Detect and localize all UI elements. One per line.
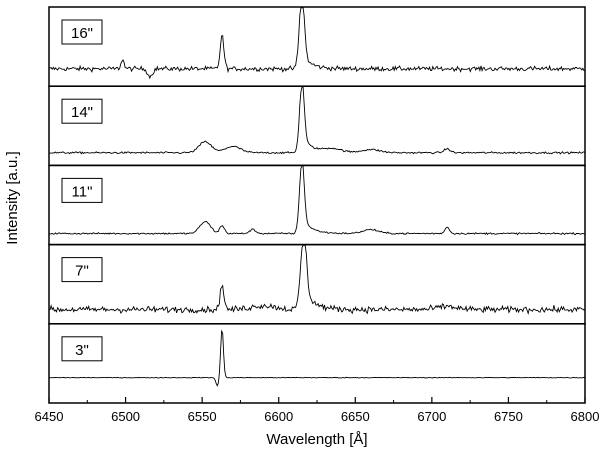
panel-label-text: 11" — [72, 183, 93, 200]
x-tick-label: 6600 — [264, 409, 293, 424]
x-tick-label: 6750 — [494, 409, 523, 424]
panel-frame — [48, 85, 586, 167]
panel-label-text: 14" — [71, 104, 93, 121]
panel-label-box — [61, 336, 103, 362]
panel-label-box — [61, 177, 103, 203]
x-axis: 6450 6500 6550 6600 6650 6700 6750 6800 — [35, 397, 600, 424]
panel-label: 7" — [61, 257, 103, 283]
panel-frame — [48, 6, 586, 87]
x-tick-label: 6450 — [35, 409, 64, 424]
panel-label-text: 16" — [71, 25, 93, 42]
spectrum-panel: 3" — [48, 323, 586, 404]
y-axis-title: Intensity [a.u.] — [4, 151, 21, 244]
x-tick-label: 6700 — [417, 409, 446, 424]
spectrum-line — [49, 165, 586, 236]
x-tick-label: 6800 — [571, 409, 600, 424]
panel-label: 3" — [61, 336, 103, 362]
panel-label-text: 3" — [75, 342, 89, 359]
spectrum-panel: 14" — [48, 85, 586, 167]
panels-layer: 16" 14" 11" 7" 3" — [48, 6, 586, 404]
panel-frame — [48, 243, 586, 325]
x-axis-title: Wavelength [Å] — [266, 431, 367, 448]
panel-label: 14" — [61, 98, 103, 124]
x-tick-label: 6500 — [111, 409, 140, 424]
spectrum-line — [48, 329, 586, 387]
panel-label: 16" — [61, 19, 103, 45]
panel-label-text: 7" — [75, 263, 89, 280]
spectrum-panel: 7" — [48, 243, 586, 325]
spectrum-panel: 16" — [48, 6, 586, 87]
spectrum-line — [48, 244, 586, 315]
panel-frame — [48, 164, 586, 246]
panel-label-box — [61, 98, 103, 124]
x-tick-label: 6650 — [341, 409, 370, 424]
panel-label-box — [61, 257, 103, 283]
panel-label-box — [61, 19, 103, 45]
spectrum-panel: 11" — [48, 164, 586, 246]
panel-label: 11" — [61, 177, 103, 203]
x-tick-label: 6550 — [188, 409, 217, 424]
panel-frame — [48, 323, 586, 404]
spectrum-line — [48, 7, 585, 80]
spectrum-line — [48, 86, 586, 155]
